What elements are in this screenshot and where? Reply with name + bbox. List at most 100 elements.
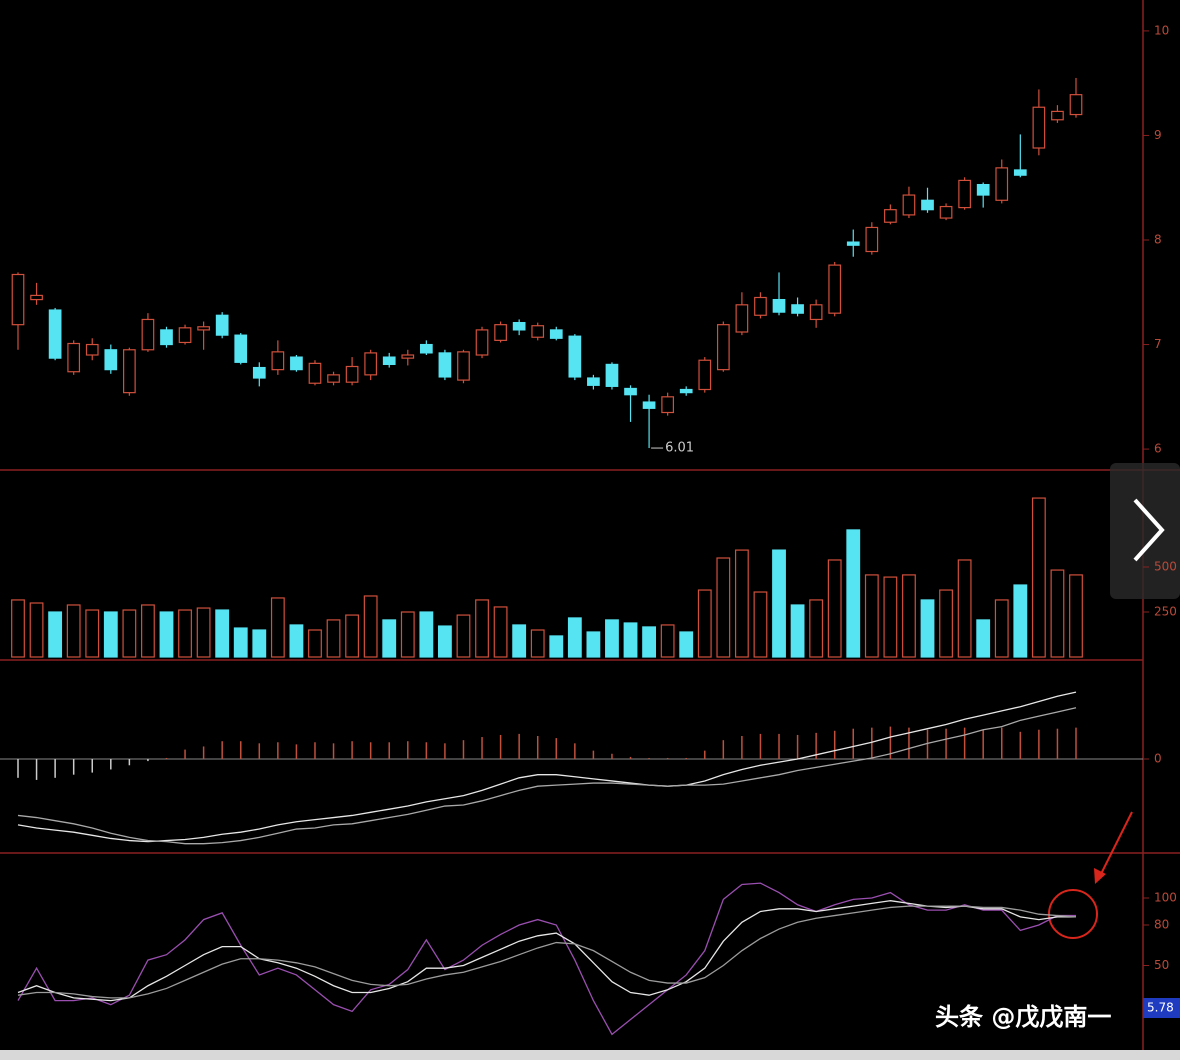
candle-body (438, 352, 452, 378)
volume-bar (827, 559, 842, 658)
volume-bar (29, 602, 44, 658)
y-tick-label: 6 (1154, 442, 1162, 456)
volume-bar (419, 611, 434, 658)
candle-body (921, 199, 934, 211)
candle-body (197, 326, 210, 331)
y-tick-label: 7 (1154, 337, 1162, 351)
series-line (17, 691, 1077, 843)
volume-bar (233, 627, 248, 658)
next-button[interactable] (1110, 463, 1180, 599)
candle-body (642, 401, 656, 409)
volume-bar (456, 614, 471, 658)
volume-bar (939, 589, 953, 658)
candle-body (252, 366, 266, 379)
volume-bar (660, 624, 675, 658)
volume-bar (66, 604, 81, 658)
candle-body (475, 329, 489, 356)
volume-bar (586, 631, 601, 658)
candle-body (308, 362, 322, 384)
series-line (17, 707, 1077, 845)
candle-body (568, 335, 582, 378)
candle-body (791, 304, 804, 314)
candle-body (512, 321, 526, 331)
volume-bar (363, 595, 378, 658)
volume-bar (85, 609, 100, 658)
candle-body (290, 356, 303, 371)
candle-body (401, 354, 415, 359)
volume-bar (1031, 497, 1046, 658)
series-line (17, 900, 1076, 1002)
candle-body (271, 351, 285, 371)
candle-body (828, 264, 842, 314)
candle-body (884, 209, 897, 223)
volume-bar (512, 624, 527, 658)
candle-body (661, 396, 675, 414)
volume-bar (159, 611, 174, 658)
volume-bar (642, 626, 656, 658)
volume-bar (103, 611, 118, 658)
candle-body (104, 349, 118, 371)
candle-body (234, 334, 248, 363)
volume-bar (809, 599, 824, 658)
watermark: 头条 @戊戊南一 (935, 1003, 1111, 1031)
volume-bar (549, 635, 564, 658)
candle-body (141, 318, 155, 351)
candle-body (587, 377, 600, 386)
volume-bar (141, 604, 155, 658)
candle-body (735, 304, 749, 333)
candle-body (48, 309, 62, 359)
y-tick-label: 10 (1154, 23, 1169, 37)
volume-bar (957, 559, 972, 658)
candle-body (30, 294, 43, 301)
candle-body (1013, 169, 1027, 176)
volume-bar (697, 589, 712, 658)
candle-body (1032, 106, 1046, 149)
candle-body (531, 325, 545, 338)
series-line (17, 882, 1076, 1036)
volume-bar (846, 529, 861, 658)
candle-body (772, 298, 786, 313)
arrow-head (1094, 868, 1106, 884)
volume-bar (11, 599, 25, 658)
candle-body (939, 205, 953, 219)
readout-bg (1143, 998, 1180, 1018)
volume-bar (864, 574, 879, 658)
next-arrow[interactable] (1133, 498, 1165, 562)
volume-bar (270, 597, 285, 658)
y-tick-label: 500 (1154, 560, 1177, 574)
volume-bar (883, 576, 898, 658)
volume-bar (790, 604, 805, 658)
candle-body (754, 296, 767, 316)
y-tick-label: 250 (1154, 605, 1177, 619)
candle-body (160, 329, 173, 346)
bottom-bar (0, 1050, 1180, 1060)
candle-body (215, 314, 229, 336)
min-low-label: 6.01 (665, 441, 694, 456)
candle-body (976, 183, 990, 196)
candle-body (1051, 110, 1064, 121)
candle-body (605, 363, 619, 387)
candle-body (123, 349, 136, 394)
volume-bar (326, 619, 341, 658)
candle-body (382, 356, 396, 366)
next-button-bg[interactable] (1110, 463, 1180, 599)
candle-body (846, 241, 860, 246)
volume-bar (734, 549, 749, 658)
candle-body (865, 226, 879, 253)
volume-bar (1013, 584, 1028, 658)
volume-bar (716, 557, 731, 658)
y-tick-label: 50 (1154, 958, 1169, 972)
candle-body (457, 351, 470, 381)
candle-body (364, 352, 378, 376)
volume-bar (48, 611, 63, 658)
volume-bar (345, 614, 360, 658)
candle-body (716, 324, 730, 371)
volume-bar (753, 591, 768, 658)
volume-bar (438, 625, 452, 658)
candle-body (178, 327, 192, 344)
volume-bar (976, 619, 991, 658)
highlight-arrow (1099, 811, 1133, 877)
volume-bar (1069, 574, 1083, 658)
